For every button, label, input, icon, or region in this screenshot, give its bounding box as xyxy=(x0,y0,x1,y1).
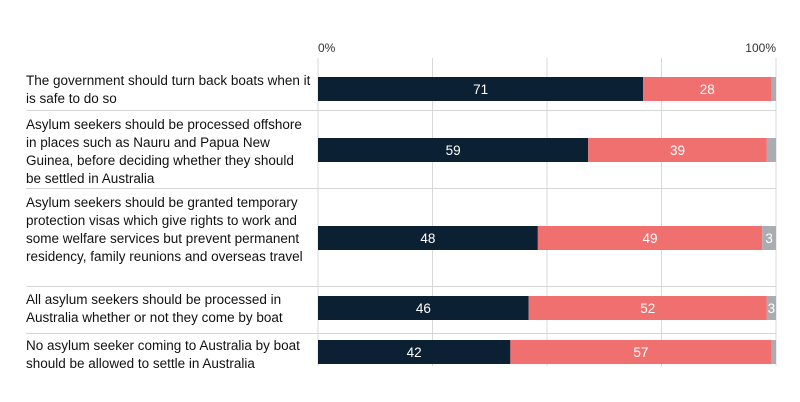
bar-segment xyxy=(528,296,767,320)
data-label: 57 xyxy=(633,345,648,360)
x-tick-label: 0% xyxy=(318,41,336,55)
bar-segment xyxy=(762,226,776,250)
data-label: 59 xyxy=(446,143,461,158)
row-separator xyxy=(26,333,776,334)
row-separator xyxy=(26,286,776,287)
bar-segment xyxy=(318,296,529,320)
question-label: All asylum seekers should be processed i… xyxy=(26,292,283,325)
data-label: 46 xyxy=(416,301,431,316)
question-label: The government should turn back boats wh… xyxy=(26,73,311,106)
bar-segment xyxy=(643,77,772,101)
bar-segment xyxy=(588,138,767,162)
data-label: 48 xyxy=(420,231,435,246)
bar-segment xyxy=(771,340,776,364)
bar-segment xyxy=(318,138,589,162)
data-label: 28 xyxy=(700,82,715,97)
data-label: 42 xyxy=(407,345,422,360)
bar-segment xyxy=(771,77,776,101)
question-label: Asylum seekers should be granted tempora… xyxy=(26,195,303,264)
x-tick-label: 100% xyxy=(745,41,776,55)
data-label: 3 xyxy=(768,301,776,316)
question-label: Asylum seekers should be processed offsh… xyxy=(26,117,302,186)
data-label: 71 xyxy=(473,82,488,97)
data-label: 39 xyxy=(670,143,685,158)
bar-segment xyxy=(537,226,763,250)
bar-segment xyxy=(318,77,644,101)
bar-segment xyxy=(766,296,776,320)
data-label: 52 xyxy=(640,301,655,316)
bar-segment xyxy=(510,340,772,364)
question-label: No asylum seeker coming to Australia by … xyxy=(26,338,300,371)
bar-segment xyxy=(318,226,538,250)
row-separator xyxy=(26,110,776,111)
data-label: 3 xyxy=(765,231,773,246)
data-label: 49 xyxy=(643,231,658,246)
bar-segment xyxy=(318,340,511,364)
bar-segment xyxy=(766,138,776,162)
row-separator xyxy=(26,188,776,189)
